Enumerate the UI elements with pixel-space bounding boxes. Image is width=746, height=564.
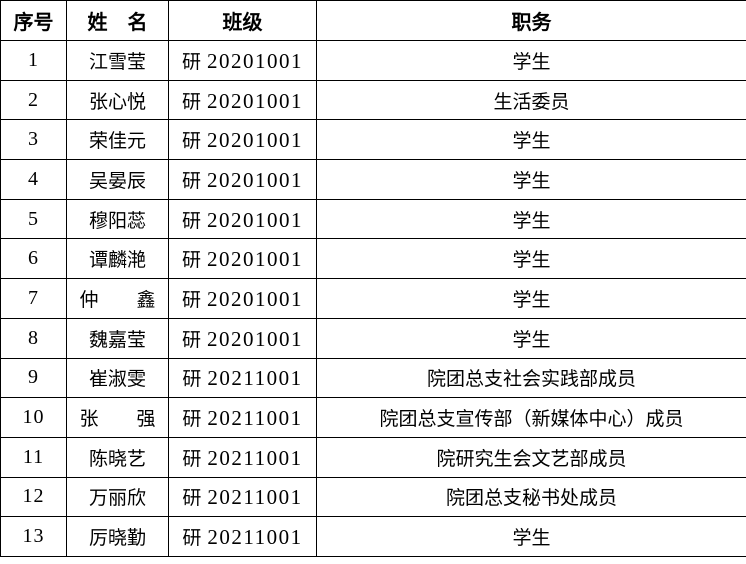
cell-name: 穆阳蕊	[66, 198, 169, 240]
cell-name: 仲 鑫	[66, 278, 169, 319]
class-number: 20201001	[207, 88, 304, 113]
class-number: 20201001	[207, 247, 304, 272]
cell-name: 张心悦	[66, 79, 169, 121]
table-row: 5 穆阳蕊 研 20201001 学生	[0, 198, 746, 240]
cell-name: 魏嘉莹	[66, 317, 169, 359]
class-prefix: 研	[181, 249, 201, 272]
cell-position: 学生	[316, 238, 746, 280]
cell-position: 学生	[316, 40, 746, 81]
cell-position: 院团总支宣传部（新媒体中心）成员	[316, 397, 746, 438]
table-row: 4 吴晏辰 研 20201001 学生	[0, 159, 746, 200]
class-prefix: 研	[181, 328, 201, 351]
class-number: 20201001	[207, 207, 304, 232]
class-prefix: 研	[181, 90, 201, 113]
cell-index: 9	[0, 357, 67, 399]
cell-class: 研 20211001	[168, 476, 317, 518]
cell-class: 研 20201001	[168, 198, 317, 240]
cell-name: 谭麟滟	[66, 238, 169, 280]
cell-index: 11	[0, 436, 67, 478]
cell-position: 学生	[316, 516, 746, 557]
class-prefix: 研	[181, 169, 201, 192]
class-prefix: 研	[182, 408, 202, 431]
cell-name: 张 强	[66, 397, 169, 438]
cell-class: 研 20201001	[168, 317, 317, 359]
cell-index: 5	[0, 198, 67, 240]
cell-position: 学生	[316, 317, 746, 359]
cell-name: 厉晓勤	[66, 516, 169, 557]
cell-index: 3	[0, 119, 67, 161]
cell-name: 荣佳元	[66, 119, 169, 161]
header-index: 序号	[0, 0, 67, 41]
table-row: 13 厉晓勤 研 20211001 学生	[0, 516, 746, 557]
table-row: 8 魏嘉莹 研 20201001 学生	[0, 317, 746, 359]
table-row: 3 荣佳元 研 20201001 学生	[0, 119, 746, 161]
class-number: 20211001	[207, 445, 303, 470]
cell-position: 学生	[316, 198, 746, 240]
class-number: 20201001	[207, 326, 304, 351]
table-row: 11 陈晓艺 研 20211001 院研究生会文艺部成员	[0, 436, 746, 478]
cell-position: 院研究生会文艺部成员	[316, 436, 746, 478]
table-row: 2 张心悦 研 20201001 生活委员	[0, 79, 746, 121]
class-number: 20201001	[207, 48, 304, 73]
cell-index: 13	[0, 516, 67, 557]
cell-name: 江雪莹	[66, 40, 169, 81]
class-prefix: 研	[181, 209, 201, 232]
table-body: 1 江雪莹 研 20201001 学生 2 张心悦 研 20201001 生活委员…	[0, 40, 746, 557]
cell-position: 学生	[316, 159, 746, 200]
cell-position: 院团总支秘书处成员	[316, 476, 746, 518]
class-prefix: 研	[182, 487, 202, 510]
cell-class: 研 20201001	[168, 119, 317, 161]
cell-index: 7	[0, 278, 67, 319]
class-prefix: 研	[182, 447, 202, 470]
class-number: 20211001	[207, 525, 303, 550]
cell-index: 2	[0, 79, 67, 121]
class-number: 20201001	[207, 286, 304, 311]
class-prefix: 研	[181, 130, 201, 153]
cell-class: 研 20201001	[168, 278, 317, 319]
cell-name: 万丽欣	[66, 476, 169, 518]
table-row: 12 万丽欣 研 20211001 院团总支秘书处成员	[0, 476, 746, 518]
cell-class: 研 20211001	[168, 357, 317, 399]
class-number: 20201001	[207, 167, 304, 192]
header-name: 姓 名	[66, 0, 169, 41]
cell-class: 研 20211001	[168, 516, 317, 557]
cell-class: 研 20211001	[168, 397, 317, 438]
cell-index: 10	[0, 397, 67, 438]
class-number: 20211001	[207, 366, 303, 391]
cell-position: 生活委员	[316, 79, 746, 121]
cell-name: 陈晓艺	[66, 436, 169, 478]
table-row: 9 崔淑雯 研 20211001 院团总支社会实践部成员	[0, 357, 746, 399]
class-prefix: 研	[181, 288, 201, 311]
header-class: 班级	[168, 0, 317, 41]
cell-class: 研 20201001	[168, 40, 317, 81]
header-row: 序号 姓 名 班级 职务	[0, 0, 746, 41]
cell-name: 崔淑雯	[66, 357, 169, 399]
table-row: 10 张 强 研 20211001 院团总支宣传部（新媒体中心）成员	[0, 397, 746, 438]
class-prefix: 研	[181, 50, 201, 73]
cell-class: 研 20211001	[168, 436, 317, 478]
cell-name: 吴晏辰	[66, 159, 169, 200]
cell-index: 1	[0, 40, 67, 81]
class-prefix: 研	[182, 368, 202, 391]
class-number: 20201001	[207, 128, 304, 153]
header-position: 职务	[316, 0, 746, 41]
cell-index: 8	[0, 317, 67, 359]
cell-class: 研 20201001	[168, 79, 317, 121]
class-number: 20211001	[207, 485, 303, 510]
cell-class: 研 20201001	[168, 238, 317, 280]
cell-index: 6	[0, 238, 67, 280]
cell-position: 学生	[316, 278, 746, 319]
cell-position: 学生	[316, 119, 746, 161]
cell-position: 院团总支社会实践部成员	[316, 357, 746, 399]
class-prefix: 研	[182, 527, 202, 550]
table-row: 6 谭麟滟 研 20201001 学生	[0, 238, 746, 280]
cell-class: 研 20201001	[168, 159, 317, 200]
table-row: 1 江雪莹 研 20201001 学生	[0, 40, 746, 81]
table-row: 7 仲 鑫 研 20201001 学生	[0, 278, 746, 319]
cell-index: 4	[0, 159, 67, 200]
class-number: 20211001	[207, 406, 303, 431]
cell-index: 12	[0, 476, 67, 518]
